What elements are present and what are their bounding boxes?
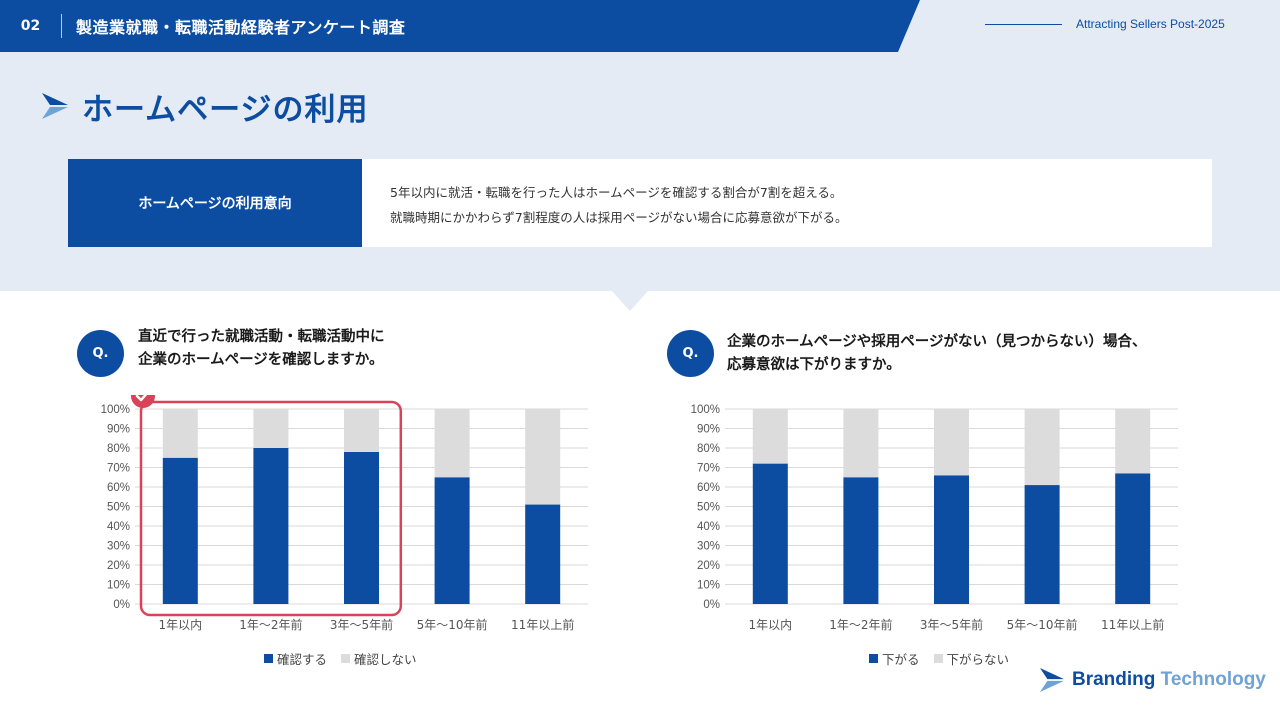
question-1: 直近で行った就職活動・転職活動中に 企業のホームページを確認しますか。 (138, 326, 385, 372)
legend-2: 下がる 下がらない (869, 649, 1009, 668)
logo-icon (1040, 668, 1064, 692)
arrow-icon (42, 93, 68, 119)
y-tick-label: 100% (101, 404, 130, 416)
brand-logo: Branding Technology (1040, 668, 1266, 692)
x-tick-label: 11年以上前 (1101, 617, 1164, 632)
x-tick-label: 1年以内 (158, 618, 202, 632)
y-tick-label: 80% (697, 443, 720, 455)
legend-label: 下がる (882, 652, 920, 667)
bar-segment (843, 409, 879, 478)
y-tick-label: 60% (697, 482, 720, 494)
header-subtitle: Attracting Sellers Post-2025 (1076, 17, 1225, 31)
header-title: 製造業就職・転職活動経験者アンケート調査 (76, 18, 406, 37)
summary-box: ホームページの利用意向 5年以内に就活・転職を行った人はホームページを確認する割… (68, 159, 1212, 247)
bar-segment (934, 409, 969, 476)
summary-line-1: 5年以内に就活・転職を行った人はホームページを確認する割合が7割を超える。 (390, 185, 843, 200)
highlight-frame (139, 400, 403, 617)
chart-motivation-drop: 0% 10% 20% 30% 40% 50% 60% 70% 80% 90% 100% 1年以内 1年〜… (691, 404, 1178, 632)
question-badge-2: Q. (667, 330, 714, 377)
question-2-line-2: 応募意欲は下がりますか。 (727, 357, 901, 373)
legend-item: 下がる (869, 649, 920, 668)
bar-segment (752, 409, 788, 464)
x-tick-label: 1年〜2年前 (239, 617, 302, 632)
header-bar: 02 製造業就職・転職活動経験者アンケート調査 (0, 0, 920, 52)
y-tick-label: 0% (113, 599, 130, 611)
y-tick-label: 90% (697, 424, 720, 436)
check-badge (131, 395, 155, 408)
header-divider (985, 24, 1062, 25)
pointer-triangle (612, 291, 648, 311)
legend-item: 確認しない (341, 649, 417, 668)
bar-segment (525, 504, 561, 604)
summary-text: 5年以内に就活・転職を行った人はホームページを確認する割合が7割を超える。 就職… (362, 159, 847, 247)
legend-label: 確認しない (354, 652, 417, 667)
question-1-line-2: 企業のホームページを確認しますか。 (138, 352, 384, 368)
bar-segment (525, 409, 561, 505)
y-tick-label: 90% (107, 424, 130, 436)
bar-segment (162, 457, 198, 604)
x-tick-label: 3年〜5年前 (920, 617, 983, 632)
x-tick-label: 5年〜10年前 (417, 617, 488, 632)
y-tick-label: 40% (697, 521, 720, 533)
bar-segment (162, 409, 198, 458)
y-tick-label: 70% (107, 463, 130, 475)
x-tick-label: 3年〜5年前 (330, 617, 393, 632)
x-tick-label: 1年〜2年前 (829, 617, 892, 632)
y-tick-label: 0% (703, 599, 720, 611)
y-tick-label: 60% (107, 482, 130, 494)
question-2: 企業のホームページや採用ページがない（見つからない）場合、 応募意欲は下がります… (727, 331, 1146, 377)
bar-segment (344, 451, 379, 604)
y-tick-label: 80% (107, 443, 130, 455)
bar-segment (253, 448, 289, 604)
bar-segment (253, 409, 289, 448)
logo-text: Branding Technology (1072, 669, 1266, 690)
legend-1: 確認する 確認しない (264, 649, 417, 668)
bar-segment (434, 477, 470, 604)
bar-segment (1024, 409, 1060, 486)
x-tick-label: 1年以内 (748, 618, 792, 632)
y-tick-label: 30% (107, 541, 130, 553)
question-2-line-1: 企業のホームページや採用ページがない（見つからない）場合、 (727, 334, 1147, 350)
legend-item: 下がらない (933, 649, 1010, 668)
chart-homepage-check: 0% 10% 20% 30% 40% 50% 60% 70% 80% 90% 100% 1年以内 1年〜… (101, 395, 588, 632)
bar-segment (1115, 473, 1151, 604)
y-tick-label: 70% (697, 463, 720, 475)
legend-swatch (933, 654, 943, 663)
legend-label: 下がらない (946, 652, 1010, 667)
question-1-line-1: 直近で行った就職活動・転職活動中に (138, 329, 385, 345)
y-tick-label: 10% (697, 580, 720, 592)
section-number: 02 (0, 14, 62, 38)
check-icon (135, 395, 148, 402)
legend-swatch (264, 654, 273, 663)
legend-label: 確認する (277, 652, 328, 667)
legend-swatch (869, 654, 878, 663)
bar-segment (843, 477, 879, 604)
legend-item: 確認する (264, 649, 327, 668)
y-tick-label: 30% (697, 541, 720, 553)
y-tick-label: 20% (107, 560, 130, 572)
y-tick-label: 50% (107, 502, 130, 514)
bar-segment (934, 475, 969, 604)
page-title: ホームページの利用 (82, 92, 369, 128)
summary-label: ホームページの利用意向 (68, 159, 362, 247)
bar-segment (1024, 485, 1060, 604)
x-tick-label: 5年〜10年前 (1007, 617, 1078, 632)
bar-segment (752, 463, 788, 604)
question-badge-1: Q. (77, 330, 124, 377)
x-tick-label: 11年以上前 (511, 617, 574, 632)
bar-segment (1115, 409, 1151, 474)
y-tick-label: 50% (697, 502, 720, 514)
legend-swatch (341, 654, 351, 663)
summary-line-2: 就職時期にかかわらず7割程度の人は採用ページがない場合に応募意欲が下がる。 (390, 210, 848, 225)
y-tick-label: 40% (107, 521, 130, 533)
y-tick-label: 20% (697, 560, 720, 572)
bar-segment (434, 409, 470, 478)
bar-segment (344, 409, 379, 452)
y-tick-label: 10% (107, 580, 130, 592)
y-tick-label: 100% (691, 404, 720, 416)
